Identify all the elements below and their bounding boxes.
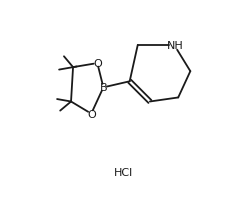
Text: HCl: HCl [114, 167, 133, 177]
Text: O: O [87, 109, 96, 119]
Text: B: B [100, 83, 107, 93]
Text: NH: NH [167, 41, 184, 51]
Text: O: O [93, 59, 102, 69]
